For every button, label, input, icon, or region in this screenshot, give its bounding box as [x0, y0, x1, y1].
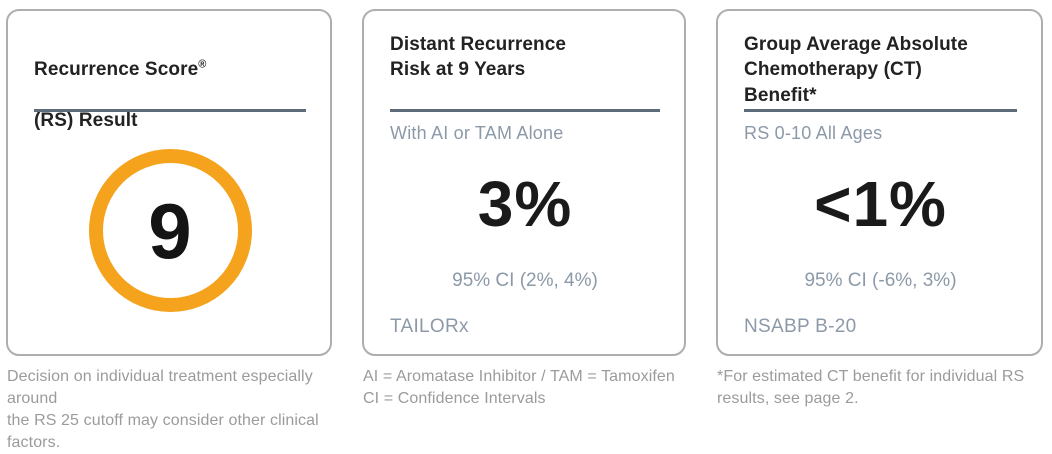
treatment-context-label: With AI or TAM Alone	[390, 123, 564, 143]
distant-recurrence-column: Distant Recurrence Risk at 9 Years With …	[362, 9, 686, 454]
rs-title-line-1: Recurrence Score®	[34, 57, 306, 82]
rs-title-text: Recurrence Score	[34, 59, 199, 81]
rs-result-footnote: Decision on individual treatment especia…	[7, 368, 319, 452]
ct-benefit-footnote: *For estimated CT benefit for individual…	[717, 368, 1025, 408]
distant-recurrence-card: Distant Recurrence Risk at 9 Years With …	[362, 9, 686, 356]
rs-title-line-2: (RS) Result	[34, 109, 138, 131]
ct-benefit-column: Group Average Absolute Chemotherapy (CT)…	[716, 9, 1043, 454]
rs-result-card: Recurrence Score® (RS) Result 9	[6, 9, 332, 356]
confidence-interval-label: 95% CI (-6%, 3%)	[804, 270, 957, 291]
recurrence-score-value: 9	[148, 186, 192, 275]
recurrence-score-circle: 9	[88, 149, 252, 312]
distant-recurrence-card-title: Distant Recurrence Risk at 9 Years	[390, 34, 567, 81]
rs-result-column: Recurrence Score® (RS) Result 9 Decision…	[6, 9, 332, 454]
trial-name-label: NSABP B-20	[744, 316, 857, 337]
registered-trademark-symbol: ®	[198, 58, 207, 71]
rs-range-label: RS 0-10 All Ages	[744, 123, 883, 143]
rs-result-card-title: Recurrence Score® (RS) Result	[34, 32, 306, 131]
card-divider	[390, 109, 660, 112]
card-divider	[34, 109, 306, 112]
confidence-interval-label: 95% CI (2%, 4%)	[452, 270, 598, 291]
ct-benefit-card: Group Average Absolute Chemotherapy (CT)…	[716, 9, 1043, 356]
ct-benefit-value: <1%	[814, 168, 947, 240]
trial-name-label: TAILORx	[390, 316, 469, 337]
distant-recurrence-risk-value: 3%	[477, 168, 573, 240]
ct-benefit-card-title: Group Average Absolute Chemotherapy (CT)…	[744, 34, 968, 106]
abbreviations-footnote: AI = Aromatase Inhibitor / TAM = Tamoxif…	[363, 368, 675, 408]
card-divider	[744, 109, 1017, 112]
